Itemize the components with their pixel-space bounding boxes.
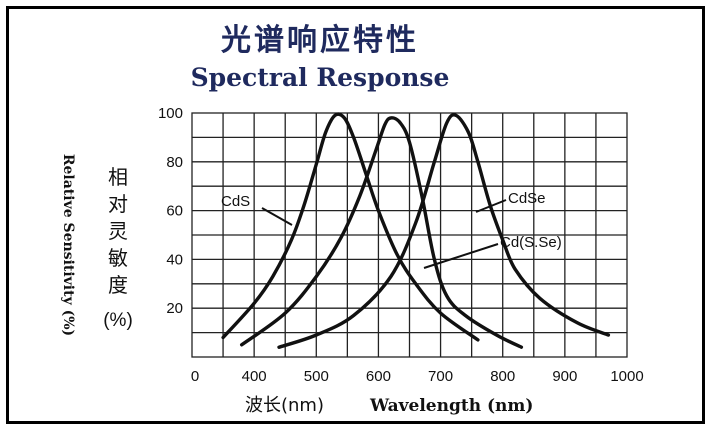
figure-frame — [6, 6, 705, 424]
y-label-char: 度 — [108, 273, 128, 297]
annotation-cdsse: Cd(S.Se) — [500, 234, 562, 251]
y-axis-label-cn: 相 对 灵 敏 度 — [108, 165, 128, 297]
tick-labels: 0 400 500 600 700 800 900 1000 20 40 60 80 100 — [158, 105, 644, 385]
series-line-cds — [221, 112, 480, 342]
y-label-char: 敏 — [108, 246, 128, 270]
x-tick-label: 0 — [191, 368, 199, 385]
y-tick-label: 20 — [166, 300, 183, 317]
x-tick-label: 600 — [366, 368, 391, 385]
y-label-char: 相 — [108, 165, 128, 189]
y-label-char: 对 — [108, 192, 128, 216]
x-tick-label: 1000 — [610, 368, 643, 385]
y-tick-label: 60 — [166, 203, 183, 220]
y-tick-label: 40 — [166, 251, 183, 268]
series-line-cd-s-se — [240, 116, 524, 349]
x-axis-label-cn: 波长(nm) — [245, 395, 324, 416]
y-tick-label: 80 — [166, 154, 183, 171]
x-tick-label: 900 — [552, 368, 577, 385]
leader-cdse — [475, 199, 507, 213]
chart-title-en: Spectral Response — [191, 63, 450, 92]
leader-cds — [261, 207, 293, 226]
y-tick-label: 100 — [158, 105, 183, 122]
y-axis-label-en: Relative Sensitivity (%) — [60, 154, 76, 336]
leader-cdsse — [423, 243, 499, 269]
x-axis-label-en: Wavelength (nm) — [369, 396, 533, 416]
x-tick-label: 500 — [304, 368, 329, 385]
annotation-cds: CdS — [221, 193, 250, 210]
chart-title-cn: 光谱响应特性 — [221, 23, 419, 58]
x-tick-label: 800 — [490, 368, 515, 385]
annotation-cdse: CdSe — [508, 190, 546, 207]
y-axis-unit: (%) — [103, 310, 133, 331]
x-tick-label: 400 — [242, 368, 267, 385]
curves — [221, 112, 611, 349]
x-tick-label: 700 — [428, 368, 453, 385]
series-line-cdse — [277, 113, 611, 349]
y-label-char: 灵 — [108, 219, 128, 243]
